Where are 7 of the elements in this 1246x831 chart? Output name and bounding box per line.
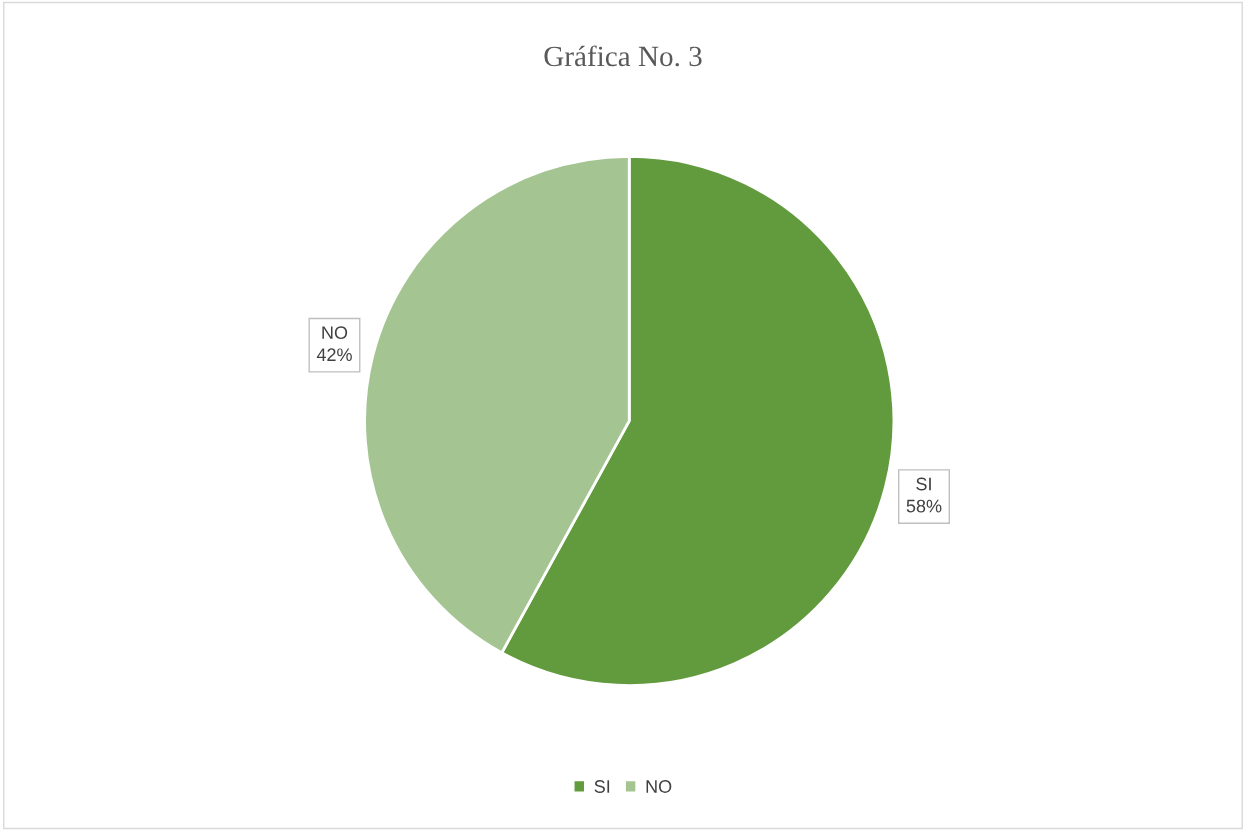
legend-label: NO xyxy=(646,780,672,793)
slice-label: SI xyxy=(916,477,931,491)
data-label: 42% xyxy=(316,348,352,362)
data-label: 58% xyxy=(906,499,942,513)
legend-label: SI xyxy=(594,780,610,793)
chart-title: Gráfica No. 3 xyxy=(544,45,702,67)
slice-label: NO xyxy=(322,326,348,340)
